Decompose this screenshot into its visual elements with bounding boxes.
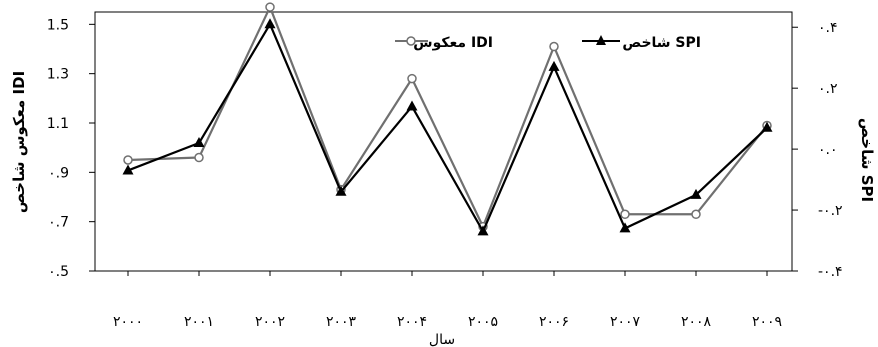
data-point-spi — [406, 100, 418, 111]
right-axis-tick-label: ۰.۲ — [818, 81, 838, 97]
x-axis-ticks: ۲۰۰۰ ۲۰۰۱ ۲۰۰۲ ۲۰۰۳ ۲۰۰۴ ۲۰۰۵ ۲۰۰۶ ۲۰۰۷ ۲۰۰۸ ۲۰۰۹ — [113, 271, 782, 330]
data-point-spi — [193, 137, 205, 148]
data-point-spi — [761, 121, 773, 132]
data-point-idi — [620, 209, 630, 220]
data-point-idi — [549, 41, 559, 52]
data-point-spi — [122, 164, 134, 175]
left-axis-tick-label: 1.1 — [47, 116, 69, 132]
legend-swatch-spi-marker — [596, 35, 606, 45]
series-layer — [122, 2, 773, 236]
series-line-spi — [127, 23, 768, 233]
left-axis-tick-label: ۰.7 — [48, 215, 69, 231]
right-axis-ticks: -۰.۴ -۰.۲ ۰.۰ ۰.۲ ۰.۴ — [792, 20, 843, 280]
right-axis-label: شاخص SPI — [858, 118, 876, 202]
left-axis-tick-label: ۰.9 — [48, 165, 69, 181]
data-point-spi — [690, 188, 702, 199]
left-axis-label: معکوس شاخص IDI — [10, 71, 28, 213]
plot-area-frame — [94, 11, 793, 272]
data-point-idi — [407, 73, 417, 84]
x-axis-tick-label: ۲۰۰۹ — [752, 314, 782, 330]
x-axis-tick-label: ۲۰۰۰ — [113, 314, 143, 330]
x-axis-tick-label: ۲۰۰۱ — [184, 314, 214, 330]
right-axis-tick-label: -۰.۲ — [818, 203, 843, 219]
x-axis-tick-label: ۲۰۰۴ — [397, 314, 427, 330]
data-point-spi — [264, 18, 276, 29]
x-axis-tick-label: ۲۰۰۵ — [468, 314, 498, 330]
x-axis-tick-label: ۲۰۰۶ — [539, 314, 569, 330]
legend: معکوس IDI شاخص SPI — [395, 35, 701, 51]
data-point-spi — [477, 225, 489, 236]
data-point-idi — [123, 155, 133, 165]
right-axis-tick-label: ۰.۴ — [818, 20, 838, 36]
right-axis-tick-label: ۰.۰ — [818, 142, 838, 158]
x-axis-tick-label: ۲۰۰۸ — [681, 314, 712, 330]
data-point-spi — [619, 222, 631, 233]
x-axis-tick-label: ۲۰۰۳ — [326, 314, 357, 330]
x-axis-label: سال — [429, 332, 455, 347]
data-point-spi — [335, 185, 347, 196]
x-axis-tick-label: ۲۰۰۷ — [610, 314, 641, 330]
x-axis-tick-label: ۲۰۰۲ — [255, 314, 285, 330]
left-axis-tick-label: 1.5 — [47, 17, 69, 33]
left-axis-tick-label: ۰.5 — [48, 264, 69, 280]
legend-label-idi: معکوس IDI — [413, 35, 493, 51]
legend-label-spi: شاخص SPI — [622, 35, 701, 51]
legend-swatch-idi-marker — [406, 36, 416, 46]
data-point-spi — [548, 60, 560, 71]
left-axis-ticks: ۰.5 ۰.7 ۰.9 1.1 1.3 1.5 — [47, 17, 95, 280]
data-point-idi — [691, 209, 701, 220]
left-axis-tick-label: 1.3 — [47, 67, 69, 83]
data-point-idi — [265, 2, 275, 12]
right-axis-tick-label: -۰.۴ — [818, 264, 843, 280]
data-point-idi — [194, 152, 204, 163]
